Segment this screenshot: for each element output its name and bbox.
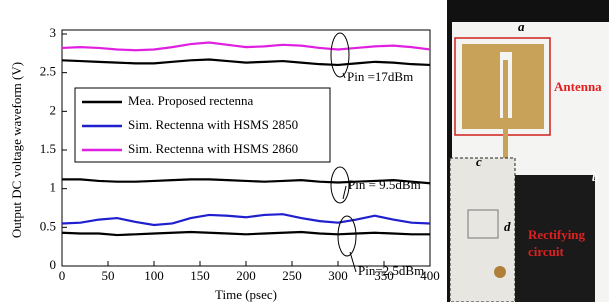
photo-label: b [592,169,599,184]
annotation: Pin = 9.5dBm [348,177,421,192]
y-tick-label: 0 [50,257,57,272]
photo-label: d [504,219,511,234]
annotation: Pin =17dBm [347,69,413,84]
y-tick-label: 2.5 [40,64,56,79]
y-tick-label: 2 [50,102,57,117]
x-axis-label: Time (psec) [215,287,277,302]
antenna-label: Antenna [554,79,602,94]
x-tick-label: 150 [190,268,210,283]
annotation: Pin=2.5dBm [358,263,424,278]
x-tick-label: 300 [328,268,348,283]
component [494,266,506,278]
x-tick-label: 250 [282,268,302,283]
y-tick-label: 3 [50,25,57,40]
y-tick-label: 1.5 [40,141,56,156]
legend-label: Sim. Rectenna with HSMS 2850 [128,117,298,132]
y-tick-label: 1 [50,180,57,195]
photo-label: a [518,19,525,34]
photo: a b c d Antenna Rectifying circuit [447,0,609,302]
photo-label: c [476,154,482,169]
circuit-label: Rectifying [528,227,586,242]
feed-line [503,60,508,160]
figure: a b c d Antenna Rectifying circuit Outpu… [0,0,609,302]
x-tick-label: 100 [144,268,164,283]
x-tick-label: 200 [236,268,256,283]
y-tick-label: 0.5 [40,218,56,233]
legend-label: Sim. Rectenna with HSMS 2860 [128,141,298,156]
x-tick-label: 50 [102,268,115,283]
circuit-label: circuit [528,244,565,259]
x-tick-label: 0 [59,268,66,283]
y-axis-label: Output DC voltage waveform (V) [9,62,24,238]
legend-label: Mea. Proposed rectenna [128,93,253,108]
